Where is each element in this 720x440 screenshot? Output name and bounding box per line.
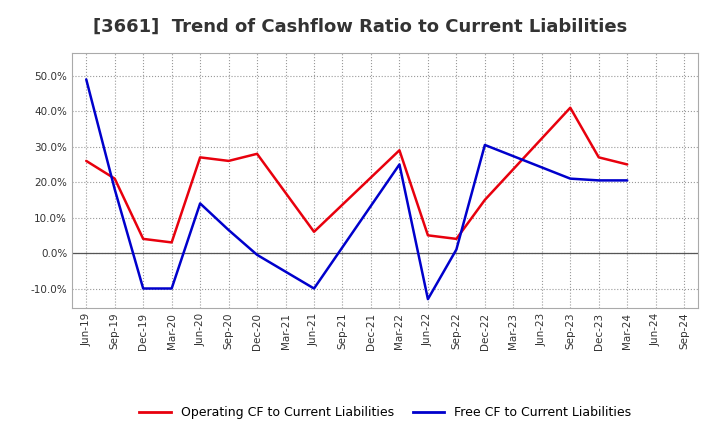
Text: [3661]  Trend of Cashflow Ratio to Current Liabilities: [3661] Trend of Cashflow Ratio to Curren… xyxy=(93,18,627,36)
Legend: Operating CF to Current Liabilities, Free CF to Current Liabilities: Operating CF to Current Liabilities, Fre… xyxy=(135,401,636,424)
